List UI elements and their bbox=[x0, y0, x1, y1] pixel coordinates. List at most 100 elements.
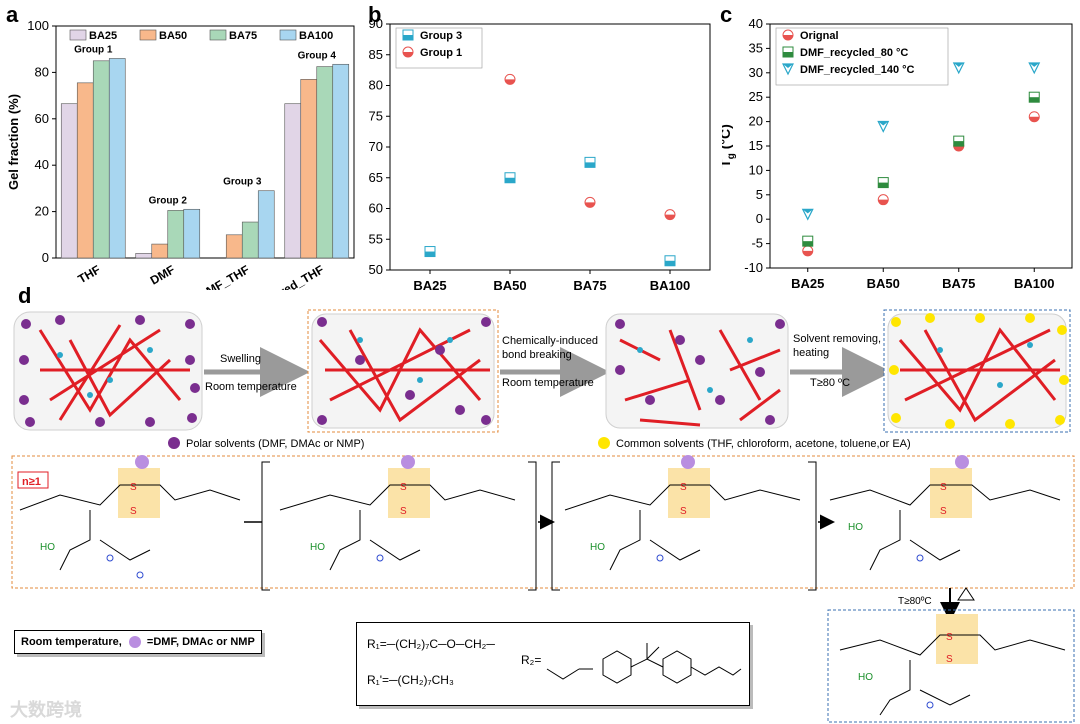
point-fill bbox=[878, 182, 889, 188]
bar-ba75-cured_thf bbox=[316, 66, 334, 259]
x-tick-label: BA100 bbox=[650, 278, 690, 290]
point-fill bbox=[505, 79, 515, 85]
y-axis-label: Gel fraction (%) bbox=[6, 94, 21, 190]
bar-ba75-dmf bbox=[167, 210, 185, 259]
mechanism-box bbox=[11, 455, 1075, 589]
svg-text:HO: HO bbox=[848, 522, 863, 533]
chart-b-molecular-weight: 505560657075808590MW (Kg/mol)BA25BA50BA7… bbox=[369, 16, 711, 290]
point-fill bbox=[802, 209, 813, 214]
bar-ba50-dmf bbox=[151, 243, 169, 259]
point-fill bbox=[878, 199, 889, 205]
bar-ba25-cured_thf bbox=[284, 103, 302, 259]
point-fill bbox=[585, 202, 595, 208]
molecule-1: S S HO bbox=[19, 455, 241, 579]
x-tick-label: DMF_THF bbox=[196, 262, 251, 290]
panel-letter-c: c bbox=[720, 2, 733, 27]
svg-text:S: S bbox=[946, 632, 953, 643]
n-label: n≥1 bbox=[22, 476, 41, 488]
y-tick-label: 80 bbox=[369, 78, 383, 93]
plot-frame bbox=[55, 25, 355, 259]
x-tick-label: THF bbox=[76, 262, 103, 286]
x-tick-label: BA25 bbox=[791, 276, 824, 290]
y-tick-label: 10 bbox=[749, 162, 763, 177]
solvent-marker-icon bbox=[128, 636, 141, 649]
legend-label-group-3: Group 3 bbox=[420, 30, 462, 42]
svg-text:HO: HO bbox=[590, 542, 605, 553]
legend-label-dmf-recycled-80-c: DMF_recycled_80 °C bbox=[800, 47, 908, 59]
legend-label-orignal: Orignal bbox=[800, 30, 839, 42]
molecule-3: S S HO bbox=[551, 455, 817, 591]
legend-swatch-ba50 bbox=[139, 29, 157, 41]
legend-swatch-ba25 bbox=[69, 29, 87, 41]
y-tick-label: 50 bbox=[369, 262, 383, 277]
y-tick-label: 60 bbox=[369, 201, 383, 216]
point-fill bbox=[505, 177, 515, 183]
y-axis-label: Tg (°C) bbox=[722, 124, 737, 168]
y-tick-label: 20 bbox=[35, 204, 49, 219]
step1-label-2: Room temperature bbox=[205, 381, 297, 393]
svg-text:S: S bbox=[680, 506, 687, 517]
y-tick-label: 15 bbox=[749, 138, 763, 153]
bar-ba100-cured_thf bbox=[332, 63, 350, 259]
svg-text:S: S bbox=[940, 482, 947, 493]
polar-solvent-dot bbox=[168, 437, 180, 449]
y-tick-label: 40 bbox=[749, 16, 763, 31]
svg-text:HO: HO bbox=[858, 672, 873, 683]
y-tick-label: 35 bbox=[749, 40, 763, 55]
y-tick-label: 55 bbox=[369, 231, 383, 246]
step3-label-3: T≥80 ºC bbox=[810, 377, 850, 389]
legend-common-solvents: Common solvents (THF, chloroform, aceton… bbox=[616, 438, 911, 450]
legend-label-dmf-recycled-140-c: DMF_recycled_140 °C bbox=[800, 64, 915, 76]
point-fill bbox=[585, 162, 595, 168]
y-tick-label: 0 bbox=[756, 211, 763, 226]
bar-ba75-dmf_thf bbox=[241, 221, 259, 259]
legend-label-ba75: BA75 bbox=[229, 30, 257, 42]
group-label: Group 2 bbox=[149, 195, 188, 206]
legend-swatch-ba100 bbox=[279, 29, 297, 41]
point-fill bbox=[783, 52, 793, 57]
panel-letter-a: a bbox=[6, 2, 19, 27]
product-box bbox=[827, 609, 1075, 723]
x-tick-label: DMF bbox=[148, 262, 178, 287]
y-tick-label: 40 bbox=[35, 157, 49, 172]
y-tick-label: 70 bbox=[369, 139, 383, 154]
point-fill bbox=[1029, 116, 1040, 122]
bar-ba100-dmf bbox=[183, 208, 201, 259]
scheme-d: Swelling Room temperature Chemically-ind… bbox=[11, 309, 1075, 723]
svg-text:S: S bbox=[130, 506, 137, 517]
x-tick-label: BA50 bbox=[493, 278, 526, 290]
y-tick-label: -10 bbox=[744, 260, 763, 275]
y-tick-label: 75 bbox=[369, 108, 383, 123]
network-state-2 bbox=[307, 309, 499, 433]
point-fill bbox=[665, 214, 675, 220]
bar-ba25-thf bbox=[60, 103, 78, 259]
svg-text:S: S bbox=[130, 482, 137, 493]
y-tick-label: 60 bbox=[35, 111, 49, 126]
point-fill bbox=[802, 250, 813, 256]
delta-symbol bbox=[957, 587, 975, 601]
legend-label-ba25: BA25 bbox=[89, 30, 117, 42]
molecule-5: SS HO bbox=[839, 614, 1066, 716]
network-state-4 bbox=[883, 309, 1071, 433]
y-tick-label: 25 bbox=[749, 89, 763, 104]
point-fill bbox=[403, 52, 413, 57]
note-room-temperature: Room temperature, =DMF, DMAc or NMP bbox=[14, 630, 262, 655]
note-prefix: Room temperature, bbox=[21, 636, 122, 648]
bar-ba50-cured_thf bbox=[300, 79, 318, 259]
group-label: Group 3 bbox=[223, 177, 262, 188]
chart-a-gel-fraction: 0 20 40 60 80 100 Gel fraction (%) Group 1 THF Gr… bbox=[6, 18, 355, 290]
x-tick-label: BA75 bbox=[573, 278, 606, 290]
chart-c-glass-transition: -10 -5 0 5 10 15 20 25 30 35 40 Tg (°C) BA25 BA50 BA75… bbox=[722, 16, 1073, 290]
point-fill bbox=[878, 121, 889, 126]
point-fill bbox=[665, 260, 675, 266]
x-tick-label: BA100 bbox=[1014, 276, 1054, 290]
svg-text:HO: HO bbox=[40, 542, 55, 553]
point-fill bbox=[1029, 62, 1040, 67]
svg-text:HO: HO bbox=[310, 542, 325, 553]
point-fill bbox=[802, 241, 813, 247]
bar-ba100-dmf_thf bbox=[257, 190, 275, 259]
group-label: Group 4 bbox=[298, 50, 337, 61]
point-fill bbox=[1029, 97, 1040, 103]
svg-text:S: S bbox=[400, 482, 407, 493]
x-tick-label: BA75 bbox=[942, 276, 975, 290]
